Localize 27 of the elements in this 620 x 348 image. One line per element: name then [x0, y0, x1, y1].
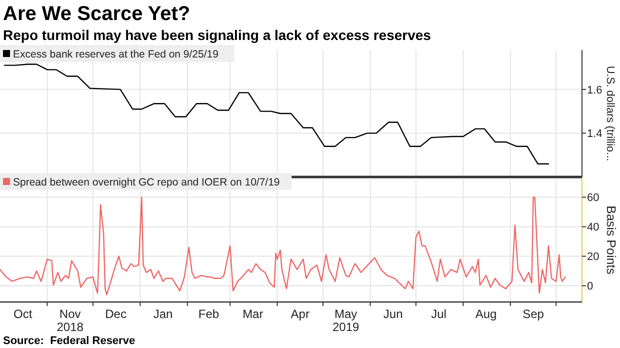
- y-tick-label: 0: [587, 280, 594, 293]
- y-tick-label: 60: [587, 192, 600, 204]
- x-tick-label: Apr: [290, 307, 310, 321]
- y-axis-title: Basis Points: [604, 206, 618, 274]
- x-tick-label: Nov 2018: [56, 307, 84, 334]
- x-tick-label: Dec: [105, 307, 126, 321]
- y-tick-label: 1.6: [587, 84, 602, 96]
- y-axis-title: U.S. dollars (trillio...: [604, 66, 616, 162]
- y-tick-label: 40: [587, 222, 600, 234]
- x-tick-label: May 2019: [332, 307, 360, 334]
- chart-subtitle: Repo turmoil may have been signaling a lack of excess reserves: [3, 27, 432, 43]
- line-series: [4, 64, 550, 164]
- source-note: Source: Federal Reserve: [3, 335, 136, 347]
- y-tick-label: 1.4: [587, 128, 602, 140]
- x-tick-label: Sep: [522, 307, 544, 321]
- line-series: [0, 196, 566, 296]
- legend-label: Excess bank reserves at the Fed on 9/25/19: [13, 48, 219, 61]
- chart-title: Are We Scarce Yet?: [3, 3, 190, 25]
- x-tick-label: Aug: [475, 307, 497, 321]
- legend-label: Spread between overnight GC repo and IOER on 10/7/19: [13, 176, 280, 189]
- x-tick-label: Mar: [242, 307, 264, 321]
- y-tick-label: 20: [587, 251, 600, 264]
- x-tick-label: Oct: [14, 307, 33, 321]
- x-tick-label: Jun: [383, 307, 403, 321]
- x-tick-label: Jul: [431, 307, 446, 321]
- x-tick-label: Feb: [198, 307, 220, 321]
- x-tick-label: Jan: [153, 307, 173, 321]
